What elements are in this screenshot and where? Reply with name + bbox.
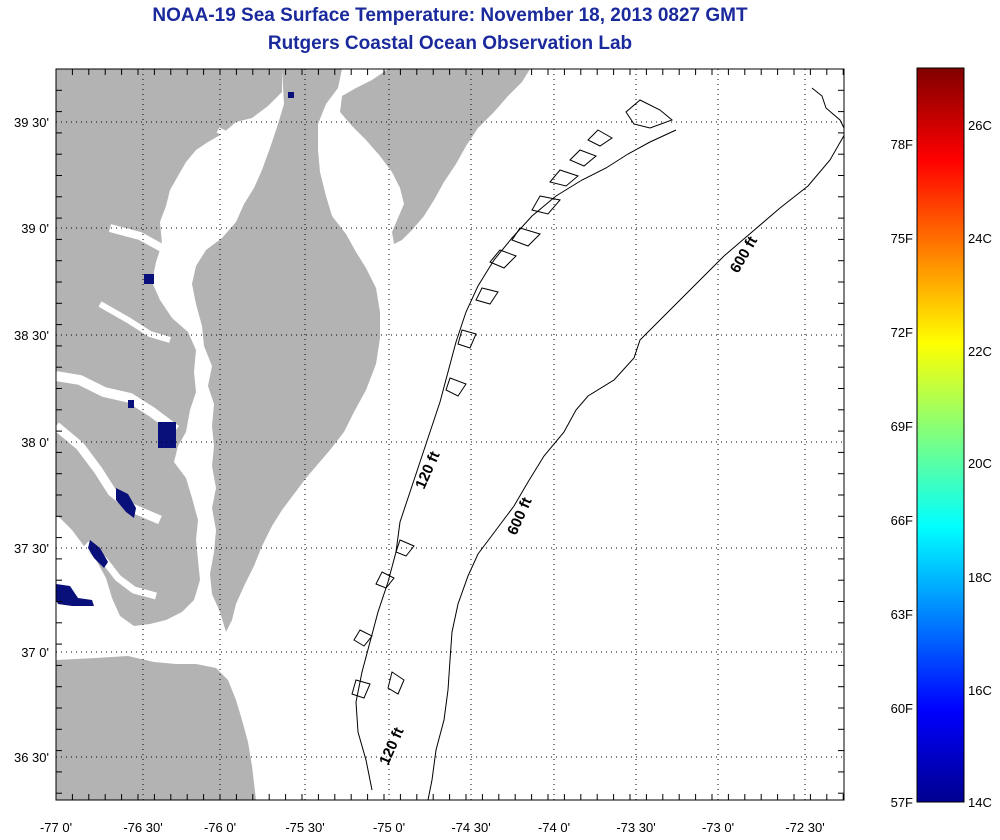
river xyxy=(56,422,162,525)
lat-label: 39 0' xyxy=(21,221,49,236)
lon-label: -74 0' xyxy=(538,820,570,835)
river xyxy=(216,127,251,143)
cold-pixel-patch xyxy=(128,400,134,408)
colorbar-c-label: 20C xyxy=(968,456,992,471)
river xyxy=(108,224,179,265)
map-title: NOAA-19 Sea Surface Temperature: Novembe… xyxy=(152,5,748,26)
colorbar-c-label: 18C xyxy=(968,570,992,585)
lat-label: 37 0' xyxy=(21,645,49,660)
lat-label: 38 0' xyxy=(21,435,49,450)
graticule xyxy=(56,69,844,800)
colorbar xyxy=(916,67,965,803)
colorbar-f-label: 66F xyxy=(891,513,913,528)
colorbar-f-label: 72F xyxy=(891,325,913,340)
lon-label: -75 30' xyxy=(285,820,324,835)
colorbar-c-label: 22C xyxy=(968,344,992,359)
isobath-label: 120 ft xyxy=(376,725,407,768)
lon-label: -74 30' xyxy=(451,820,490,835)
colorbar-celsius-labels: 26C 24C 22C 20C 18C 16C 14C xyxy=(968,118,992,810)
cold-pixel-patch xyxy=(158,422,176,448)
colorbar-c-label: 16C xyxy=(968,683,992,698)
colorbar-c-label: 14C xyxy=(968,795,992,810)
isobath-120ft-line xyxy=(355,129,677,791)
colorbar-f-label: 75F xyxy=(891,231,913,246)
colorbar-f-label: 69F xyxy=(891,419,913,434)
colorbar-f-label: 63F xyxy=(891,607,913,622)
river xyxy=(56,371,179,434)
lon-label: -76 0' xyxy=(204,820,236,835)
lon-label: -73 30' xyxy=(616,820,655,835)
colorbar-f-label: 57F xyxy=(891,795,913,810)
cold-pixel-patch xyxy=(88,540,108,568)
lon-label: -77 0' xyxy=(40,820,72,835)
isobath-label: 600 ft xyxy=(727,234,761,276)
cold-pixel-patch xyxy=(56,584,94,606)
isobath-label: 600 ft xyxy=(504,495,535,538)
colorbar-f-label: 60F xyxy=(891,701,913,716)
lon-label: -72 30' xyxy=(785,820,824,835)
axis-ticks xyxy=(55,68,844,800)
colorbar-c-label: 24C xyxy=(968,231,992,246)
lat-label: 36 30' xyxy=(14,750,49,765)
map-subtitle: Rutgers Coastal Ocean Observation Lab xyxy=(267,33,633,54)
cold-pixel-patch xyxy=(144,274,154,284)
colorbar-f-label: 78F xyxy=(891,137,913,152)
lower-virginia-land xyxy=(56,656,256,800)
lon-label: -73 0' xyxy=(702,820,734,835)
lat-label: 38 30' xyxy=(14,328,49,343)
delmarva-peninsula-land xyxy=(192,69,380,632)
lon-label: -76 30' xyxy=(123,820,162,835)
longitude-labels: -77 0' -76 30' -76 0' -75 30' -75 0' -74 30' -… xyxy=(40,820,825,835)
cold-pixel-patch xyxy=(288,92,294,98)
lon-label: -75 0' xyxy=(373,820,405,835)
colorbar-fahrenheit-labels: 78F 75F 72F 69F 66F 63F 60F 57F xyxy=(891,137,913,810)
lat-label: 39 30' xyxy=(14,115,49,130)
river xyxy=(98,301,171,343)
isobath-120ft-detail xyxy=(351,99,673,699)
lat-label: 37 30' xyxy=(14,541,49,556)
cold-pixel-patch xyxy=(116,488,136,518)
colorbar-c-label: 26C xyxy=(968,118,992,133)
new-jersey-land xyxy=(340,69,530,244)
latitude-labels: 39 30' 39 0' 38 30' 38 0' 37 30' 37 0' 36 30' xyxy=(14,115,49,765)
isobath-600ft-line xyxy=(427,87,844,800)
